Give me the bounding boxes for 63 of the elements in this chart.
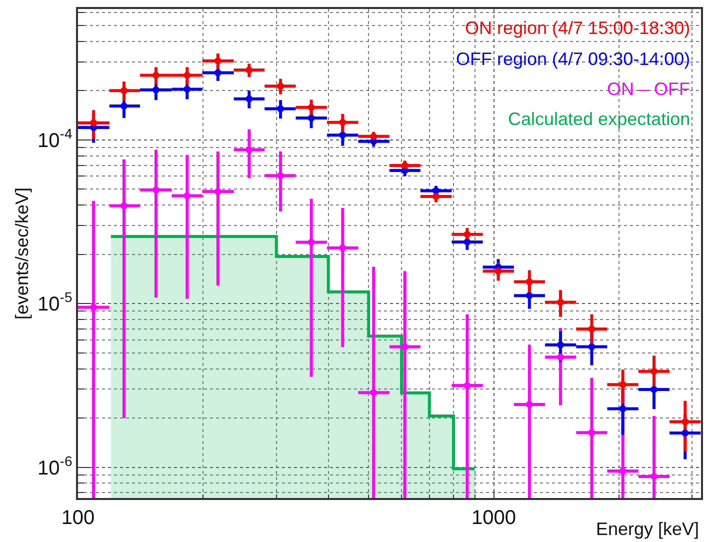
point (464, 382, 471, 390)
point (650, 368, 658, 375)
point (526, 278, 533, 286)
point (464, 230, 471, 238)
point (214, 188, 222, 195)
x-tick-label: 1000 (472, 506, 516, 529)
point (120, 202, 128, 210)
point (246, 146, 253, 154)
y-tick-label: 10$^{-6}$ (38, 452, 72, 480)
point (682, 418, 689, 426)
point (526, 292, 533, 300)
point (246, 95, 253, 102)
point (184, 86, 191, 93)
point (308, 238, 315, 246)
point (526, 401, 533, 408)
x-axis-title: Energy [keV] (596, 519, 700, 539)
point (464, 238, 471, 246)
point (120, 102, 128, 110)
point (339, 132, 346, 139)
y-axis-title: [events/sec/keV] (12, 187, 32, 320)
point (90, 304, 98, 311)
text: ON region (4/7 15:00-18:30) (465, 18, 690, 38)
point (370, 389, 378, 396)
point (152, 186, 160, 194)
point (588, 429, 596, 436)
point (277, 105, 284, 112)
point (184, 192, 191, 200)
point (339, 118, 346, 126)
point (152, 86, 160, 94)
point (619, 381, 626, 388)
point (494, 268, 502, 275)
point (557, 354, 564, 361)
text: ON – OFF (607, 79, 690, 99)
point (152, 72, 160, 79)
point (277, 82, 284, 90)
point (277, 172, 284, 180)
point (619, 405, 626, 412)
point (90, 119, 98, 126)
y-tick-label: 10$^{-5}$ (38, 289, 72, 316)
point (339, 244, 346, 252)
point (588, 325, 596, 332)
y-tick-label: 10$^{-4}$ (38, 125, 72, 152)
point (120, 87, 128, 94)
x-tick-label: 100 (61, 506, 95, 529)
point (557, 341, 564, 348)
point (214, 57, 222, 64)
point (214, 69, 222, 76)
text: OFF region (4/7 09:30-14:00) (456, 49, 690, 69)
point (184, 72, 191, 79)
point (370, 132, 378, 140)
point (650, 472, 658, 480)
point (246, 66, 253, 74)
point (401, 162, 408, 170)
point (557, 298, 564, 306)
point (308, 114, 315, 122)
point (308, 104, 315, 111)
text: Calculated expectation (508, 109, 690, 129)
point (401, 343, 408, 350)
point (432, 193, 440, 200)
point (650, 386, 658, 393)
point (682, 430, 689, 437)
point (619, 468, 626, 475)
point (588, 343, 596, 350)
